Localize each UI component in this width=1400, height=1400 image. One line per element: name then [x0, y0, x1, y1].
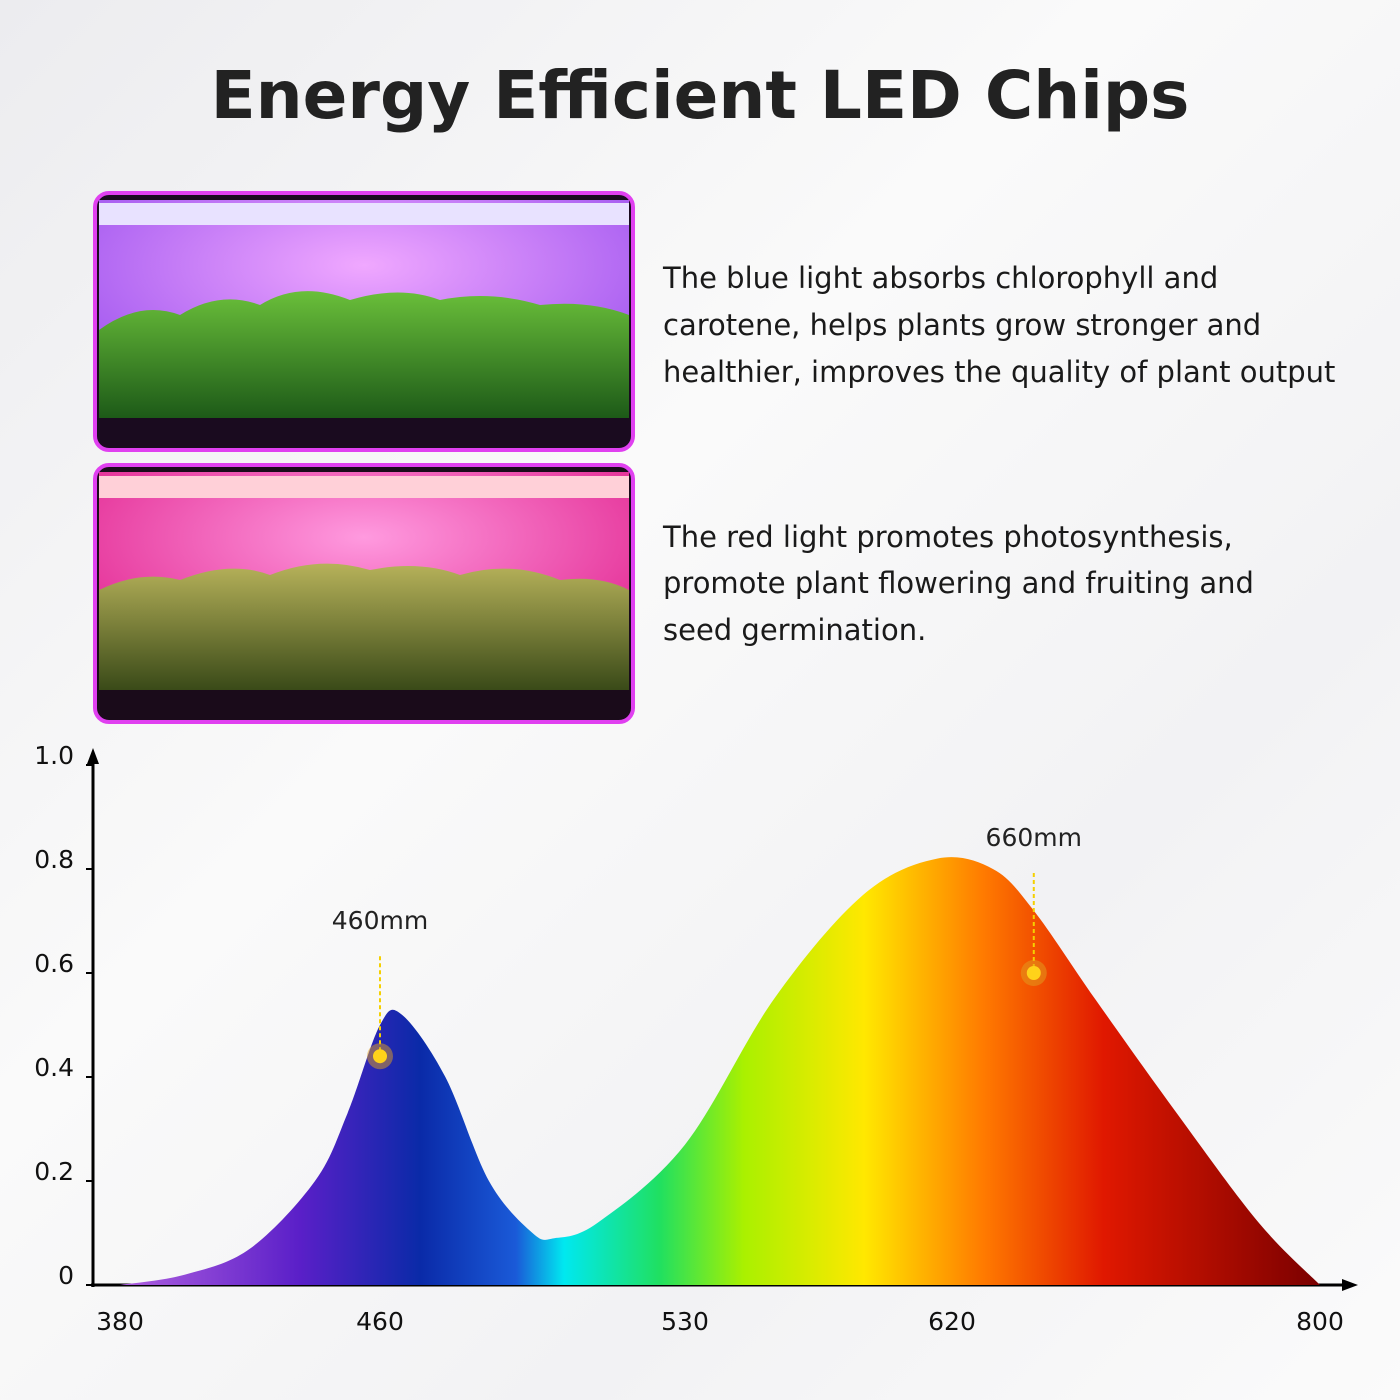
x-tick-label: 380 — [96, 1307, 144, 1336]
x-tick-label: 460 — [356, 1307, 404, 1336]
title: Energy Efficient LED Chips — [211, 57, 1190, 134]
photo-blue — [93, 191, 635, 452]
y-tick-label: 0.2 — [34, 1157, 74, 1186]
y-tick-label: 0 — [58, 1261, 74, 1290]
x-tick-label: 800 — [1296, 1307, 1344, 1336]
x-tick-label: 620 — [928, 1307, 976, 1336]
description-line: The red light promotes photosynthesis, — [662, 520, 1233, 554]
description-line: The blue light absorbs chlorophyll and — [662, 261, 1218, 295]
x-tick-label: 530 — [661, 1307, 709, 1336]
description-line: promote plant flowering and fruiting and — [663, 566, 1254, 600]
y-tick-label: 1.0 — [34, 741, 74, 770]
description-line: healthier, improves the quality of plant… — [663, 355, 1335, 389]
description-line: seed germination. — [663, 613, 926, 647]
annotation-dot — [1026, 966, 1041, 980]
x-axis-arrow — [1342, 1279, 1358, 1291]
description-2: The red light promotes photosynthesis, p… — [662, 520, 1254, 647]
annotation-label: 660mm — [986, 823, 1082, 852]
annotation-label: 460mm — [332, 906, 428, 935]
spectrum-area — [120, 857, 1320, 1285]
annotation-dot — [373, 1049, 387, 1064]
photo-red — [93, 463, 635, 724]
y-axis-arrow — [87, 748, 99, 764]
y-tick-label: 0.6 — [34, 949, 74, 978]
y-tick-label: 0.8 — [34, 845, 74, 874]
y-tick-label: 0.4 — [34, 1053, 74, 1082]
spectrum-chart: 0 0.2 0.4 0.6 0.8 1.0 380 460 530 620 800 460mm 660m… — [34, 741, 1358, 1336]
description-1: The blue light absorbs chlorophyll and c… — [662, 261, 1335, 389]
description-line: carotene, helps plants grow stronger and — [663, 308, 1261, 342]
